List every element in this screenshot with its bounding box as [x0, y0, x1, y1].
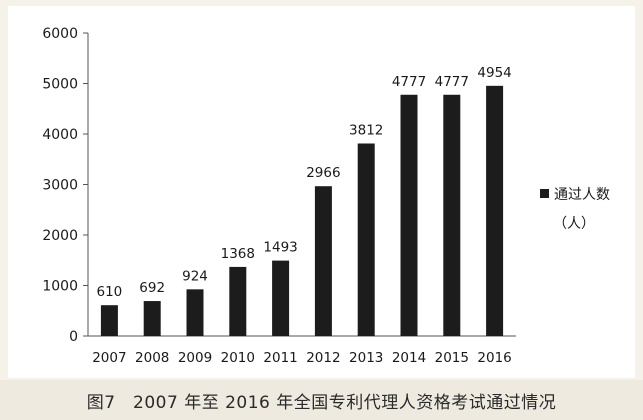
data-label: 924 [182, 268, 208, 284]
data-label: 4777 [392, 74, 426, 90]
data-label: 2966 [306, 165, 340, 181]
data-label: 692 [139, 280, 165, 296]
bar [357, 143, 375, 336]
bar [272, 260, 290, 336]
x-tick-label: 2014 [392, 350, 426, 366]
x-tick-label: 2007 [92, 350, 126, 366]
bar [443, 94, 461, 336]
bar [143, 301, 161, 336]
data-labels: 610 692 924 1368 1493 2966 3812 4777 4777 4954 [97, 65, 512, 300]
legend: 通过人数 （人） [540, 187, 610, 232]
x-tick-label: 2009 [178, 350, 212, 366]
bar [186, 289, 204, 336]
bars [100, 85, 504, 336]
legend-unit: （人） [553, 216, 595, 232]
y-tick-label: 6000 [42, 26, 78, 42]
data-label: 1493 [263, 240, 297, 256]
x-tick-labels: 2007 2008 2009 2010 2011 2012 2013 2014 2015 2016 [92, 350, 512, 366]
figure-caption: 图7 2007 年至 2016 年全国专利代理人资格考试通过情况 [86, 392, 557, 413]
bar [229, 266, 247, 336]
legend-swatch [540, 189, 549, 198]
y-tick-label: 0 [69, 329, 78, 345]
y-tick-label: 1000 [42, 279, 78, 295]
data-label: 4954 [477, 65, 511, 81]
data-label: 4777 [435, 74, 469, 90]
x-tick-label: 2015 [435, 350, 469, 366]
bar [486, 85, 504, 336]
bar [400, 94, 418, 336]
x-tick-label: 2016 [477, 350, 511, 366]
x-tick-label: 2011 [263, 350, 297, 366]
y-tick-label: 2000 [42, 228, 78, 244]
data-label: 610 [97, 284, 123, 300]
y-tick-label: 5000 [42, 77, 78, 93]
x-tick-label: 2013 [349, 350, 383, 366]
y-tick-label: 3000 [42, 178, 78, 194]
y-tick-labels: 0 1000 2000 3000 4000 5000 6000 [42, 26, 78, 345]
x-tick-label: 2012 [306, 350, 340, 366]
data-label: 3812 [349, 122, 383, 138]
bar [100, 305, 118, 336]
bar-chart: 610 692 924 1368 1493 2966 3812 4777 4777 4954 20… [42, 26, 610, 366]
data-label: 1368 [221, 246, 255, 262]
x-tick-label: 2010 [221, 350, 255, 366]
caption-bar: 图7 2007 年至 2016 年全国专利代理人资格考试通过情况 [0, 380, 643, 420]
plot-panel: 610 692 924 1368 1493 2966 3812 4777 4777 4954 20… [8, 6, 635, 378]
bar [314, 186, 332, 336]
y-tick-label: 4000 [42, 127, 78, 143]
legend-label: 通过人数 [554, 187, 610, 203]
x-tick-label: 2008 [135, 350, 169, 366]
